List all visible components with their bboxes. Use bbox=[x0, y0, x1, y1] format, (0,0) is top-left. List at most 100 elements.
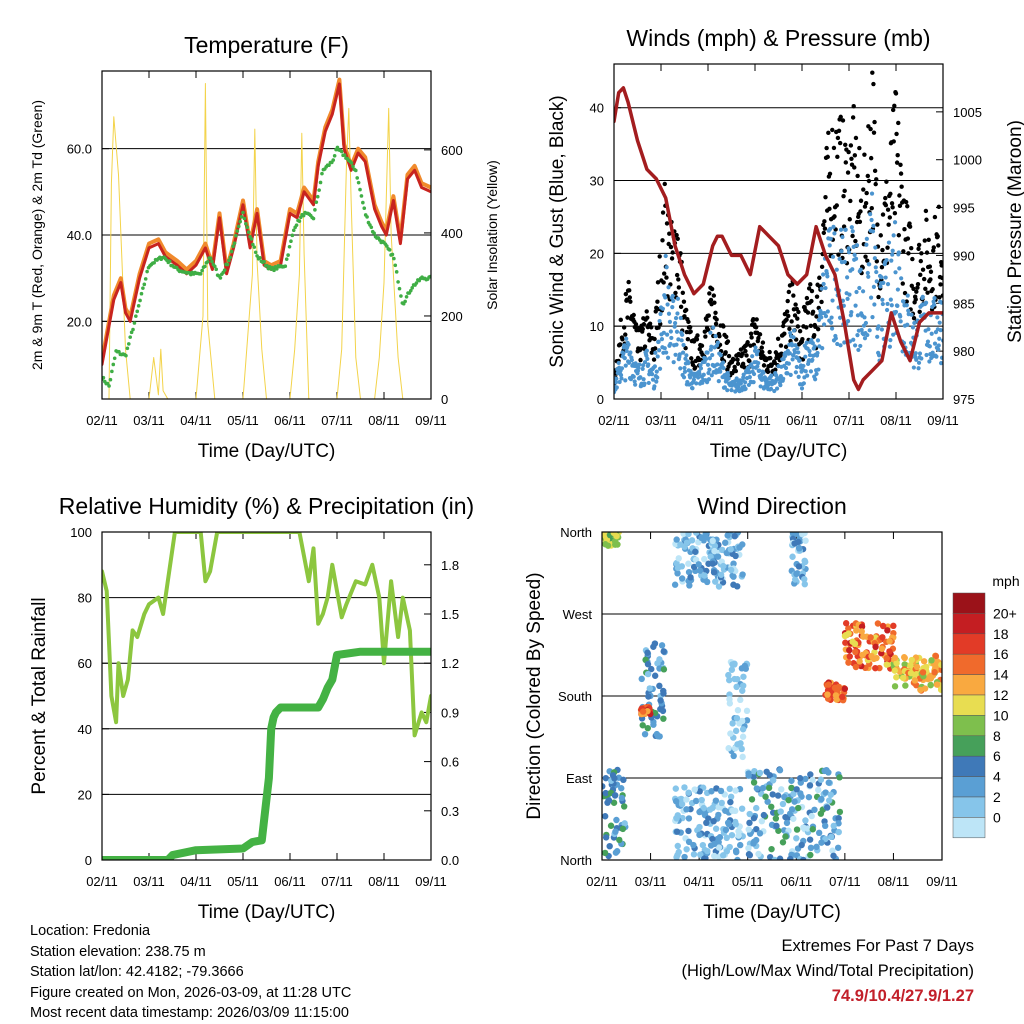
direction-point bbox=[680, 532, 687, 537]
gust-point bbox=[724, 334, 729, 340]
sonic-wind-point bbox=[793, 343, 798, 348]
gust-point bbox=[865, 173, 870, 179]
sonic-wind-point bbox=[878, 284, 883, 289]
gust-point bbox=[834, 203, 839, 208]
gust-point bbox=[850, 115, 856, 120]
sonic-wind-point bbox=[869, 191, 875, 196]
sonic-wind-point bbox=[828, 226, 833, 231]
gust-point bbox=[894, 131, 899, 137]
direction-point bbox=[902, 682, 909, 689]
sonic-wind-point bbox=[919, 356, 924, 361]
sonic-wind-point bbox=[792, 350, 798, 355]
sonic-wind-point bbox=[718, 353, 723, 358]
dewpoint-point bbox=[275, 267, 279, 271]
sonic-wind-point bbox=[756, 360, 761, 366]
gust-point bbox=[642, 344, 648, 349]
sonic-wind-point bbox=[871, 284, 877, 289]
gust-point bbox=[897, 193, 902, 198]
sonic-wind-point bbox=[690, 386, 695, 391]
gust-point bbox=[649, 325, 654, 330]
direction-point bbox=[886, 648, 893, 655]
gust-point bbox=[891, 139, 896, 144]
direction-point bbox=[620, 803, 628, 810]
direction-point bbox=[755, 850, 762, 858]
gust-point bbox=[888, 191, 893, 196]
gust-point bbox=[863, 254, 868, 259]
gust-point bbox=[930, 287, 935, 292]
direction-point bbox=[764, 798, 771, 805]
gust-point bbox=[916, 242, 922, 248]
sonic-wind-point bbox=[854, 243, 860, 248]
direction-point bbox=[739, 733, 747, 740]
winds-xtick-label: 05/11 bbox=[739, 413, 771, 428]
sonic-wind-point bbox=[778, 383, 783, 388]
dewpoint-point bbox=[365, 215, 369, 219]
direction-point bbox=[845, 659, 852, 666]
direction-point bbox=[698, 534, 705, 542]
direction-point bbox=[726, 785, 733, 793]
sonic-wind-point bbox=[676, 337, 681, 342]
gust-point bbox=[661, 271, 667, 276]
direction-point bbox=[612, 828, 619, 835]
sonic-wind-point bbox=[645, 356, 650, 361]
direction-point bbox=[800, 856, 807, 860]
sonic-wind-point bbox=[629, 357, 634, 363]
direction-point bbox=[737, 841, 744, 849]
sonic-wind-point bbox=[851, 337, 856, 342]
direction-point bbox=[732, 787, 739, 794]
gust-point bbox=[926, 237, 931, 243]
gust-point bbox=[685, 337, 691, 342]
gust-point bbox=[620, 337, 625, 342]
dewpoint-point bbox=[112, 356, 117, 361]
colorbar-label: 16 bbox=[993, 646, 1009, 662]
gust-point bbox=[836, 128, 842, 134]
gust-point bbox=[928, 269, 934, 274]
sonic-wind-point bbox=[706, 370, 711, 376]
dewpoint-point bbox=[299, 215, 303, 220]
sonic-wind-point bbox=[838, 343, 843, 348]
sonic-wind-point bbox=[713, 333, 718, 339]
dewpoint-point bbox=[111, 362, 116, 367]
dewpoint-point bbox=[249, 237, 254, 241]
dewpoint-point bbox=[265, 263, 269, 268]
station-info: Location: Fredonia Station elevation: 23… bbox=[30, 921, 351, 1024]
dewpoint-point bbox=[359, 194, 364, 198]
sonic-wind-point bbox=[883, 275, 888, 280]
sonic-wind-point bbox=[834, 267, 839, 272]
gust-point bbox=[646, 332, 652, 337]
gust-point bbox=[917, 309, 922, 314]
sonic-wind-point bbox=[715, 362, 720, 367]
direction-point bbox=[709, 537, 716, 545]
gust-point bbox=[623, 291, 629, 297]
direction-point bbox=[743, 717, 751, 724]
direction-point bbox=[788, 784, 795, 792]
gust-point bbox=[865, 258, 870, 263]
direction-point bbox=[815, 829, 823, 837]
sonic-wind-point bbox=[853, 303, 858, 308]
direction-point bbox=[829, 847, 836, 854]
direction-xtick-label: 04/11 bbox=[683, 874, 715, 889]
direction-point bbox=[846, 647, 853, 654]
gust-point bbox=[674, 272, 680, 278]
sonic-wind-point bbox=[906, 308, 911, 313]
gust-point bbox=[862, 204, 868, 209]
direction-point bbox=[793, 570, 800, 578]
humidity-title: Relative Humidity (%) & Precipitation (i… bbox=[59, 493, 474, 519]
sonic-wind-point bbox=[910, 325, 916, 330]
sonic-wind-point bbox=[905, 322, 910, 327]
gust-point bbox=[740, 361, 746, 367]
dewpoint-point bbox=[141, 286, 145, 290]
gust-point bbox=[751, 316, 756, 322]
direction-point bbox=[729, 807, 736, 814]
gust-point bbox=[837, 140, 843, 146]
direction-point bbox=[685, 827, 692, 835]
direction-point bbox=[806, 836, 814, 843]
sonic-wind-point bbox=[658, 311, 663, 317]
gust-point bbox=[655, 280, 661, 285]
gust-point bbox=[841, 193, 846, 199]
sonic-wind-point bbox=[726, 376, 731, 381]
sonic-wind-point bbox=[641, 377, 646, 382]
direction-point bbox=[695, 561, 702, 568]
direction-point bbox=[845, 625, 852, 632]
sonic-wind-point bbox=[674, 342, 679, 347]
